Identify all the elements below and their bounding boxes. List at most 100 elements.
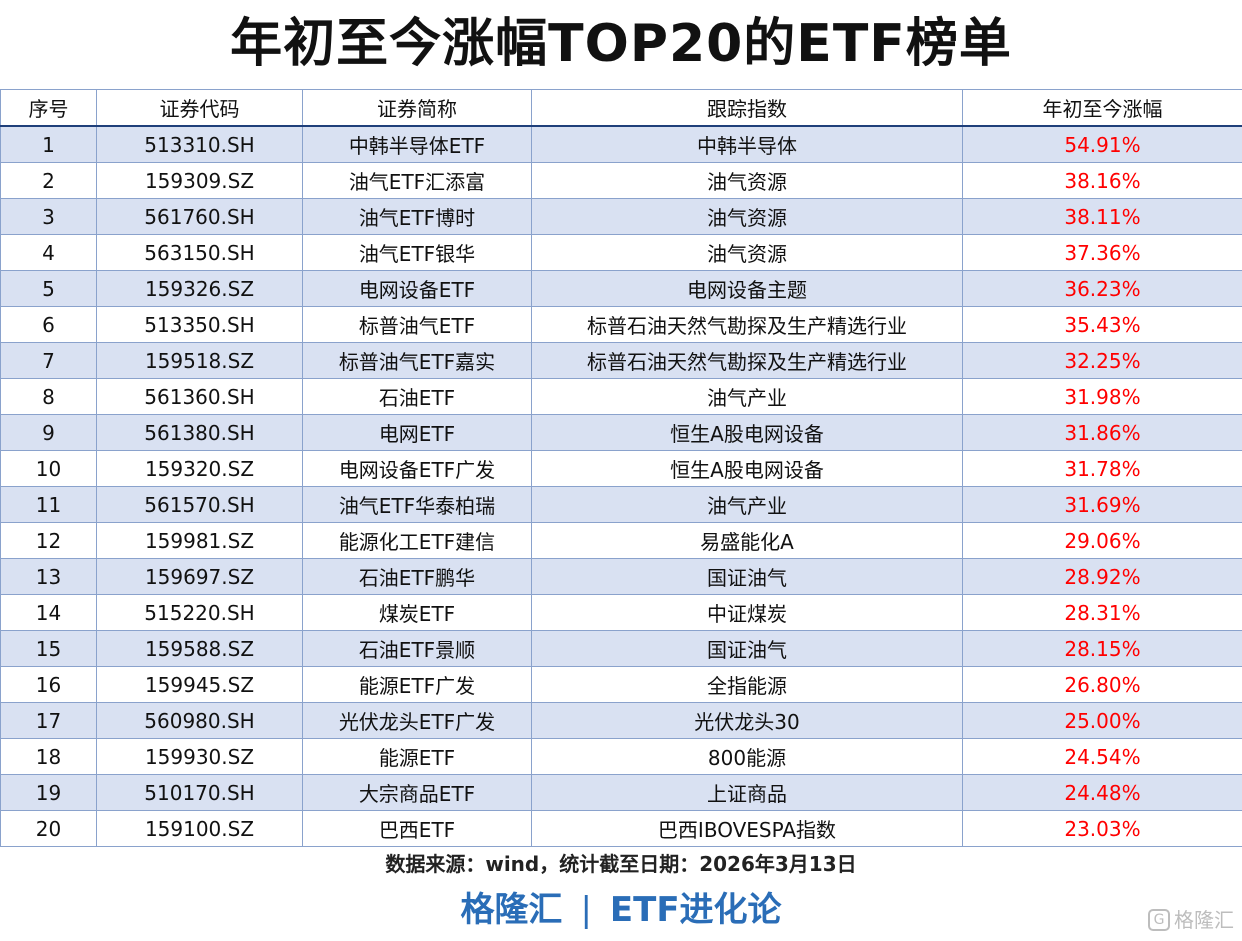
cell-pct: 31.86% [962,414,1242,451]
cell-name: 石油ETF景顺 [302,630,532,667]
cell-pct: 38.11% [962,198,1242,235]
cell-index: 巴西IBOVESPA指数 [531,810,963,847]
cell-index: 标普石油天然气勘探及生产精选行业 [531,342,963,379]
table-row: 2 159309.SZ 油气ETF汇添富 油气资源 38.16% [0,162,1242,199]
cell-code: 159309.SZ [96,162,303,199]
footer-brand: 格隆汇 | ETF进化论 [0,884,1242,936]
page-title: 年初至今涨幅TOP20的ETF榜单 [230,14,1012,74]
table-row: 14 515220.SH 煤炭ETF 中证煤炭 28.31% [0,594,1242,631]
table-row: 10 159320.SZ 电网设备ETF广发 恒生A股电网设备 31.78% [0,450,1242,487]
cell-code: 560980.SH [96,702,303,739]
cell-no: 8 [0,378,97,415]
cell-no: 11 [0,486,97,523]
cell-pct: 35.43% [962,306,1242,343]
cell-name: 标普油气ETF嘉实 [302,342,532,379]
cell-no: 6 [0,306,97,343]
column-header-code: 证券代码 [96,89,303,127]
cell-code: 563150.SH [96,234,303,271]
table-row: 16 159945.SZ 能源ETF广发 全指能源 26.80% [0,666,1242,703]
footer-brand-name: 格隆汇 [460,890,563,930]
cell-index: 油气资源 [531,162,963,199]
cell-pct: 54.91% [962,125,1242,163]
cell-no: 10 [0,450,97,487]
cell-no: 2 [0,162,97,199]
cell-code: 159588.SZ [96,630,303,667]
gelonghui-logo-icon: G [1148,909,1170,931]
cell-pct: 36.23% [962,270,1242,307]
cell-index: 油气资源 [531,198,963,235]
table-row: 13 159697.SZ 石油ETF鹏华 国证油气 28.92% [0,558,1242,595]
cell-pct: 32.25% [962,342,1242,379]
column-header-no: 序号 [0,89,97,127]
table-header-row: 序号 证券代码 证券简称 跟踪指数 年初至今涨幅 [0,89,1242,127]
cell-code: 159697.SZ [96,558,303,595]
footer-separator: | [580,890,592,930]
cell-no: 1 [0,125,97,163]
cell-no: 14 [0,594,97,631]
cell-name: 电网ETF [302,414,532,451]
cell-name: 能源ETF [302,738,532,775]
cell-name: 巴西ETF [302,810,532,847]
cell-code: 159518.SZ [96,342,303,379]
cell-index: 上证商品 [531,774,963,811]
cell-pct: 28.31% [962,594,1242,631]
cell-index: 油气产业 [531,486,963,523]
table-row: 9 561380.SH 电网ETF 恒生A股电网设备 31.86% [0,414,1242,451]
cell-pct: 28.92% [962,558,1242,595]
table-row: 1 513310.SH 中韩半导体ETF 中韩半导体 54.91% [0,125,1242,163]
cell-name: 油气ETF华泰柏瑞 [302,486,532,523]
table-row: 4 563150.SH 油气ETF银华 油气资源 37.36% [0,234,1242,271]
column-header-pct: 年初至今涨幅 [962,89,1242,127]
footer-column-name: ETF进化论 [609,890,782,930]
cell-no: 13 [0,558,97,595]
table-row: 17 560980.SH 光伏龙头ETF广发 光伏龙头30 25.00% [0,702,1242,739]
cell-no: 3 [0,198,97,235]
cell-no: 4 [0,234,97,271]
cell-pct: 37.36% [962,234,1242,271]
cell-pct: 31.78% [962,450,1242,487]
cell-index: 油气产业 [531,378,963,415]
cell-code: 159326.SZ [96,270,303,307]
table-body: 1 513310.SH 中韩半导体ETF 中韩半导体 54.91% 2 159309.SZ 油… [0,125,1242,847]
cell-index: 恒生A股电网设备 [531,414,963,451]
column-header-index: 跟踪指数 [531,89,963,127]
cell-name: 中韩半导体ETF [302,125,532,163]
cell-name: 大宗商品ETF [302,774,532,811]
cell-pct: 29.06% [962,522,1242,559]
table-row: 12 159981.SZ 能源化工ETF建信 易盛能化A 29.06% [0,522,1242,559]
cell-no: 15 [0,630,97,667]
table-row: 3 561760.SH 油气ETF博时 油气资源 38.11% [0,198,1242,235]
cell-name: 油气ETF汇添富 [302,162,532,199]
cell-no: 7 [0,342,97,379]
table-row: 11 561570.SH 油气ETF华泰柏瑞 油气产业 31.69% [0,486,1242,523]
cell-no: 9 [0,414,97,451]
cell-index: 国证油气 [531,630,963,667]
cell-name: 石油ETF [302,378,532,415]
cell-code: 513310.SH [96,125,303,163]
cell-index: 油气资源 [531,234,963,271]
watermark: G 格隆汇 [1148,905,1234,935]
cell-no: 12 [0,522,97,559]
cell-name: 能源ETF广发 [302,666,532,703]
cell-name: 石油ETF鹏华 [302,558,532,595]
cell-code: 561360.SH [96,378,303,415]
cell-index: 中韩半导体 [531,125,963,163]
cell-no: 20 [0,810,97,847]
cell-name: 标普油气ETF [302,306,532,343]
cell-no: 16 [0,666,97,703]
cell-pct: 28.15% [962,630,1242,667]
data-source-note: 数据来源：wind，统计截至日期：2026年3月13日 [385,852,857,876]
cell-code: 159930.SZ [96,738,303,775]
cell-pct: 31.98% [962,378,1242,415]
cell-index: 光伏龙头30 [531,702,963,739]
cell-code: 510170.SH [96,774,303,811]
cell-name: 油气ETF银华 [302,234,532,271]
cell-pct: 24.48% [962,774,1242,811]
cell-code: 159100.SZ [96,810,303,847]
cell-pct: 23.03% [962,810,1242,847]
table-row: 7 159518.SZ 标普油气ETF嘉实 标普石油天然气勘探及生产精选行业 32.25… [0,342,1242,379]
cell-index: 中证煤炭 [531,594,963,631]
table-row: 15 159588.SZ 石油ETF景顺 国证油气 28.15% [0,630,1242,667]
cell-pct: 38.16% [962,162,1242,199]
cell-pct: 25.00% [962,702,1242,739]
